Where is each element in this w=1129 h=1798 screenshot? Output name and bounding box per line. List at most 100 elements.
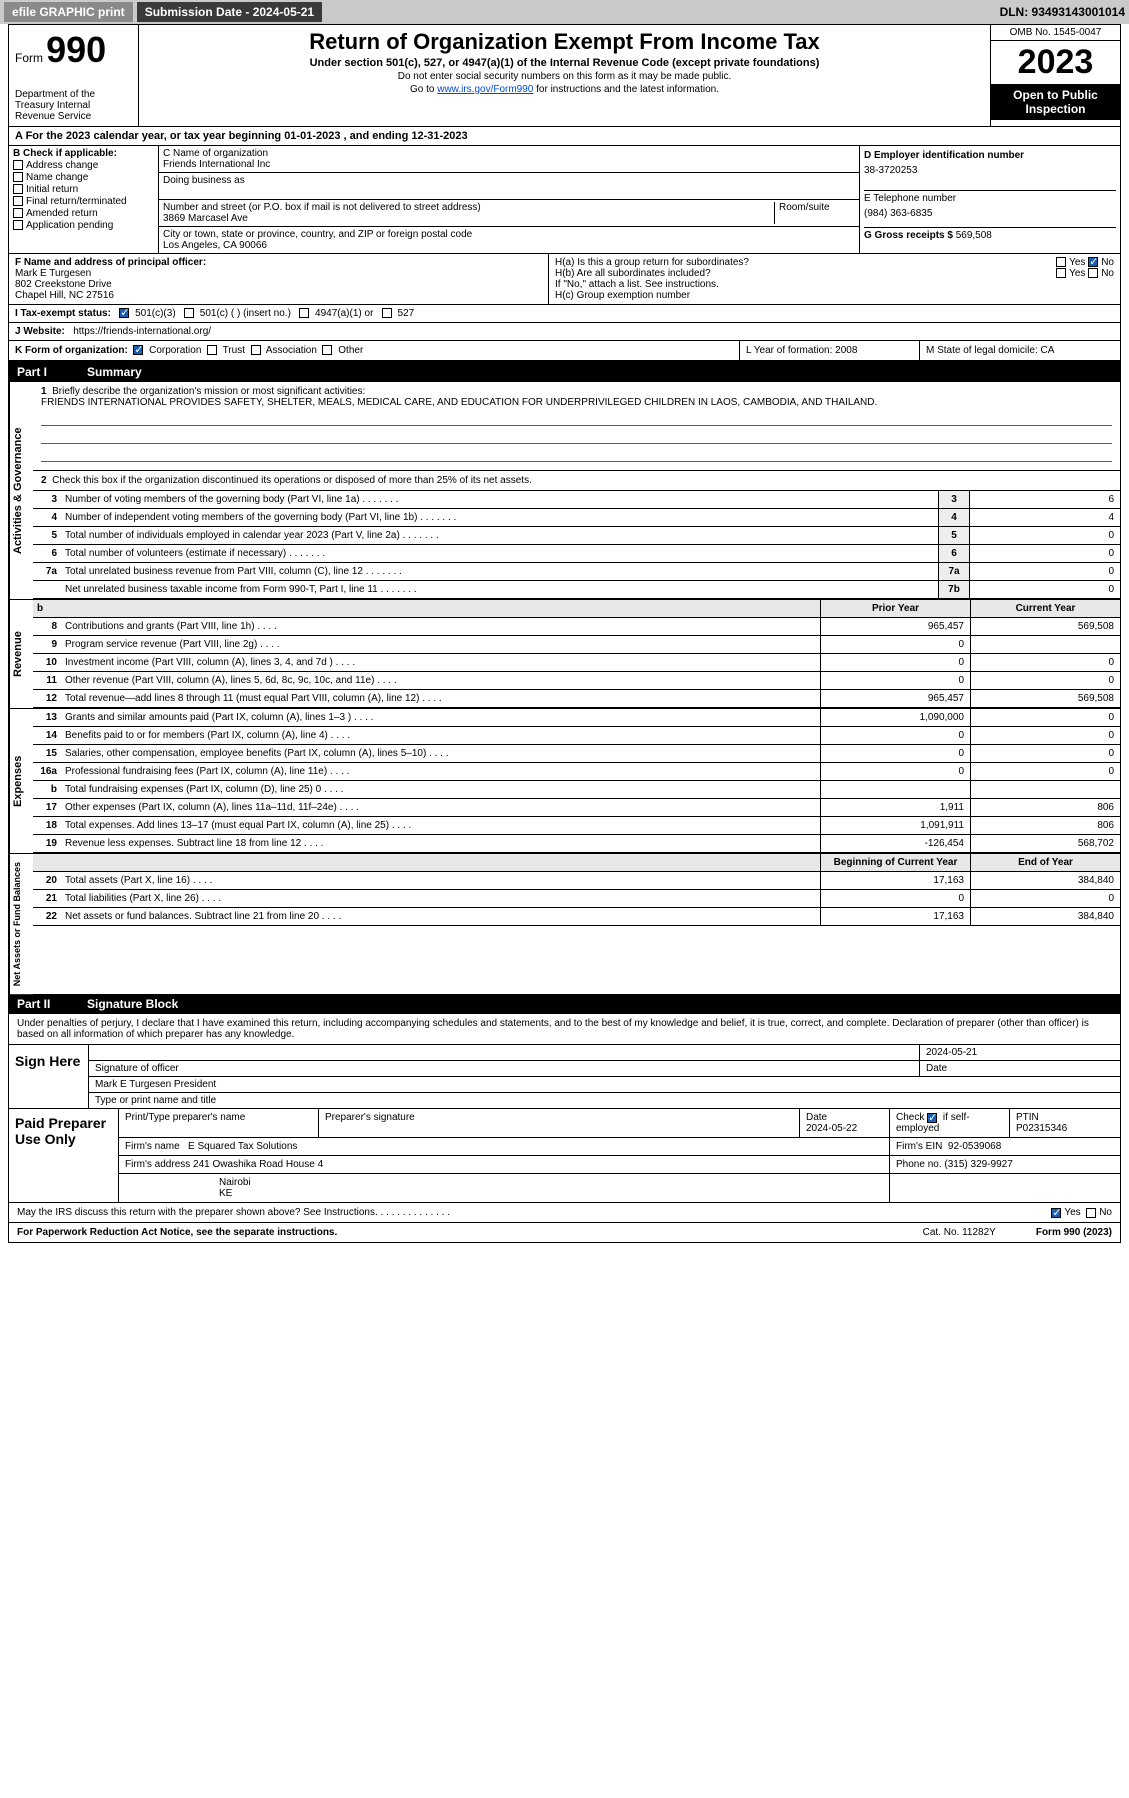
current-value: 0 [970,672,1120,689]
data-line: 13 Grants and similar amounts paid (Part… [33,709,1120,727]
side-label-expenses: Expenses [9,709,33,853]
open-public-badge: Open to Public Inspection [991,84,1120,120]
gov-value: 0 [970,545,1120,562]
part2-header: Part II Signature Block [9,994,1120,1014]
firm-ein: 92-0539068 [948,1141,1001,1152]
box-l: L Year of formation: 2008 [740,341,920,360]
cb-501c3[interactable] [119,308,129,318]
box-k: K Form of organization: Corporation Trus… [9,341,740,360]
gov-line: 6 Total number of volunteers (estimate i… [33,545,1120,563]
mission-text: FRIENDS INTERNATIONAL PROVIDES SAFETY, S… [41,397,877,408]
prep-sig-label: Preparer's signature [319,1109,800,1137]
blank-line [41,412,1112,426]
ha-yes-cb[interactable] [1056,257,1066,267]
prior-value: 965,457 [820,618,970,635]
tax-status-row: I Tax-exempt status: 501(c)(3) 501(c) ( … [9,305,1120,323]
data-line: 19 Revenue less expenses. Subtract line … [33,835,1120,853]
officer-addr1: 802 Creekstone Drive [15,279,542,290]
ha-label: H(a) Is this a group return for subordin… [555,257,749,268]
begin-year-hdr: Beginning of Current Year [820,854,970,871]
current-value [970,636,1120,653]
ssn-note: Do not enter social security numbers on … [145,71,984,82]
tax-period-row: A For the 2023 calendar year, or tax yea… [9,127,1120,146]
prior-value: 17,163 [820,872,970,889]
form-footer: For Paperwork Reduction Act Notice, see … [9,1223,1120,1242]
city-label: City or town, state or province, country… [163,229,855,240]
date-label: Date [920,1061,1120,1076]
discuss-yes-cb[interactable] [1051,1208,1061,1218]
box-d: D Employer identification number 38-3720… [860,146,1120,253]
cb-527[interactable] [382,308,392,318]
room-suite-label: Room/suite [775,202,855,224]
data-line: 18 Total expenses. Add lines 13–17 (must… [33,817,1120,835]
gov-value: 4 [970,509,1120,526]
data-line: 11 Other revenue (Part VIII, column (A),… [33,672,1120,690]
omb-number: OMB No. 1545-0047 [991,25,1120,41]
current-value: 0 [970,763,1120,780]
prior-value: 0 [820,890,970,907]
cb-initial-return[interactable]: Initial return [13,184,154,195]
cb-other[interactable] [322,345,332,355]
cb-trust[interactable] [207,345,217,355]
prior-value: 1,091,911 [820,817,970,834]
officer-addr2: Chapel Hill, NC 27516 [15,290,542,301]
prior-value [820,781,970,798]
cb-corp[interactable] [133,345,143,355]
discuss-no-cb[interactable] [1086,1208,1096,1218]
website-url: https://friends-international.org/ [73,326,211,337]
box-b: B Check if applicable: Address change Na… [9,146,159,253]
prior-value: 0 [820,727,970,744]
omb-year-box: OMB No. 1545-0047 2023 Open to Public In… [990,25,1120,126]
revenue-section: Revenue b Prior Year Current Year 8 Cont… [9,599,1120,708]
prior-value: 0 [820,636,970,653]
firm-country: KE [219,1188,232,1199]
current-value: 0 [970,745,1120,762]
netassets-section: Net Assets or Fund Balances Beginning of… [9,853,1120,994]
cb-address-change[interactable]: Address change [13,160,154,171]
tax-status-label: I Tax-exempt status: [15,308,111,319]
prep-name-label: Print/Type preparer's name [119,1109,319,1137]
cb-501c[interactable] [184,308,194,318]
data-line: 9 Program service revenue (Part VIII, li… [33,636,1120,654]
current-value: 569,508 [970,690,1120,707]
website-label: J Website: [15,326,65,337]
cb-final-return[interactable]: Final return/terminated [13,196,154,207]
ha-no-cb[interactable] [1088,257,1098,267]
gov-value: 0 [970,527,1120,544]
prep-date: 2024-05-22 [806,1123,857,1134]
cb-self-employed[interactable] [927,1113,937,1123]
cb-name-change[interactable]: Name change [13,172,154,183]
klm-row: K Form of organization: Corporation Trus… [9,341,1120,362]
side-label-revenue: Revenue [9,600,33,708]
current-value: 384,840 [970,908,1120,925]
form-number: 990 [46,29,106,70]
officer-h-row: F Name and address of principal officer:… [9,254,1120,305]
gov-line: 4 Number of independent voting members o… [33,509,1120,527]
gov-value: 0 [970,563,1120,580]
irs-link[interactable]: www.irs.gov/Form990 [437,84,533,95]
ptin-value: P02315346 [1016,1123,1067,1134]
current-value: 0 [970,727,1120,744]
hb-no-cb[interactable] [1088,268,1098,278]
gov-line: 3 Number of voting members of the govern… [33,491,1120,509]
submission-date-badge: Submission Date - 2024-05-21 [137,2,322,22]
gov-value: 0 [970,581,1120,598]
dept-treasury: Department of the Treasury Internal Reve… [15,89,132,122]
box-c: C Name of organization Friends Internati… [159,146,860,253]
side-label-netassets: Net Assets or Fund Balances [9,854,33,994]
top-toolbar: efile GRAPHIC print Submission Date - 20… [0,0,1129,24]
org-name: Friends International Inc [163,159,855,170]
efile-print-button[interactable]: efile GRAPHIC print [4,2,133,22]
current-value [970,781,1120,798]
ein-label: D Employer identification number [864,150,1116,161]
gross-receipts-label: G Gross receipts $ [864,230,953,241]
cb-amended[interactable]: Amended return [13,208,154,219]
form-label: Form [15,51,43,65]
hb-yes-cb[interactable] [1056,268,1066,278]
cb-4947[interactable] [299,308,309,318]
cb-assoc[interactable] [251,345,261,355]
form-header: Form 990 Department of the Treasury Inte… [9,25,1120,127]
cb-application-pending[interactable]: Application pending [13,220,154,231]
current-value: 568,702 [970,835,1120,852]
addr-label: Number and street (or P.O. box if mail i… [163,202,770,213]
